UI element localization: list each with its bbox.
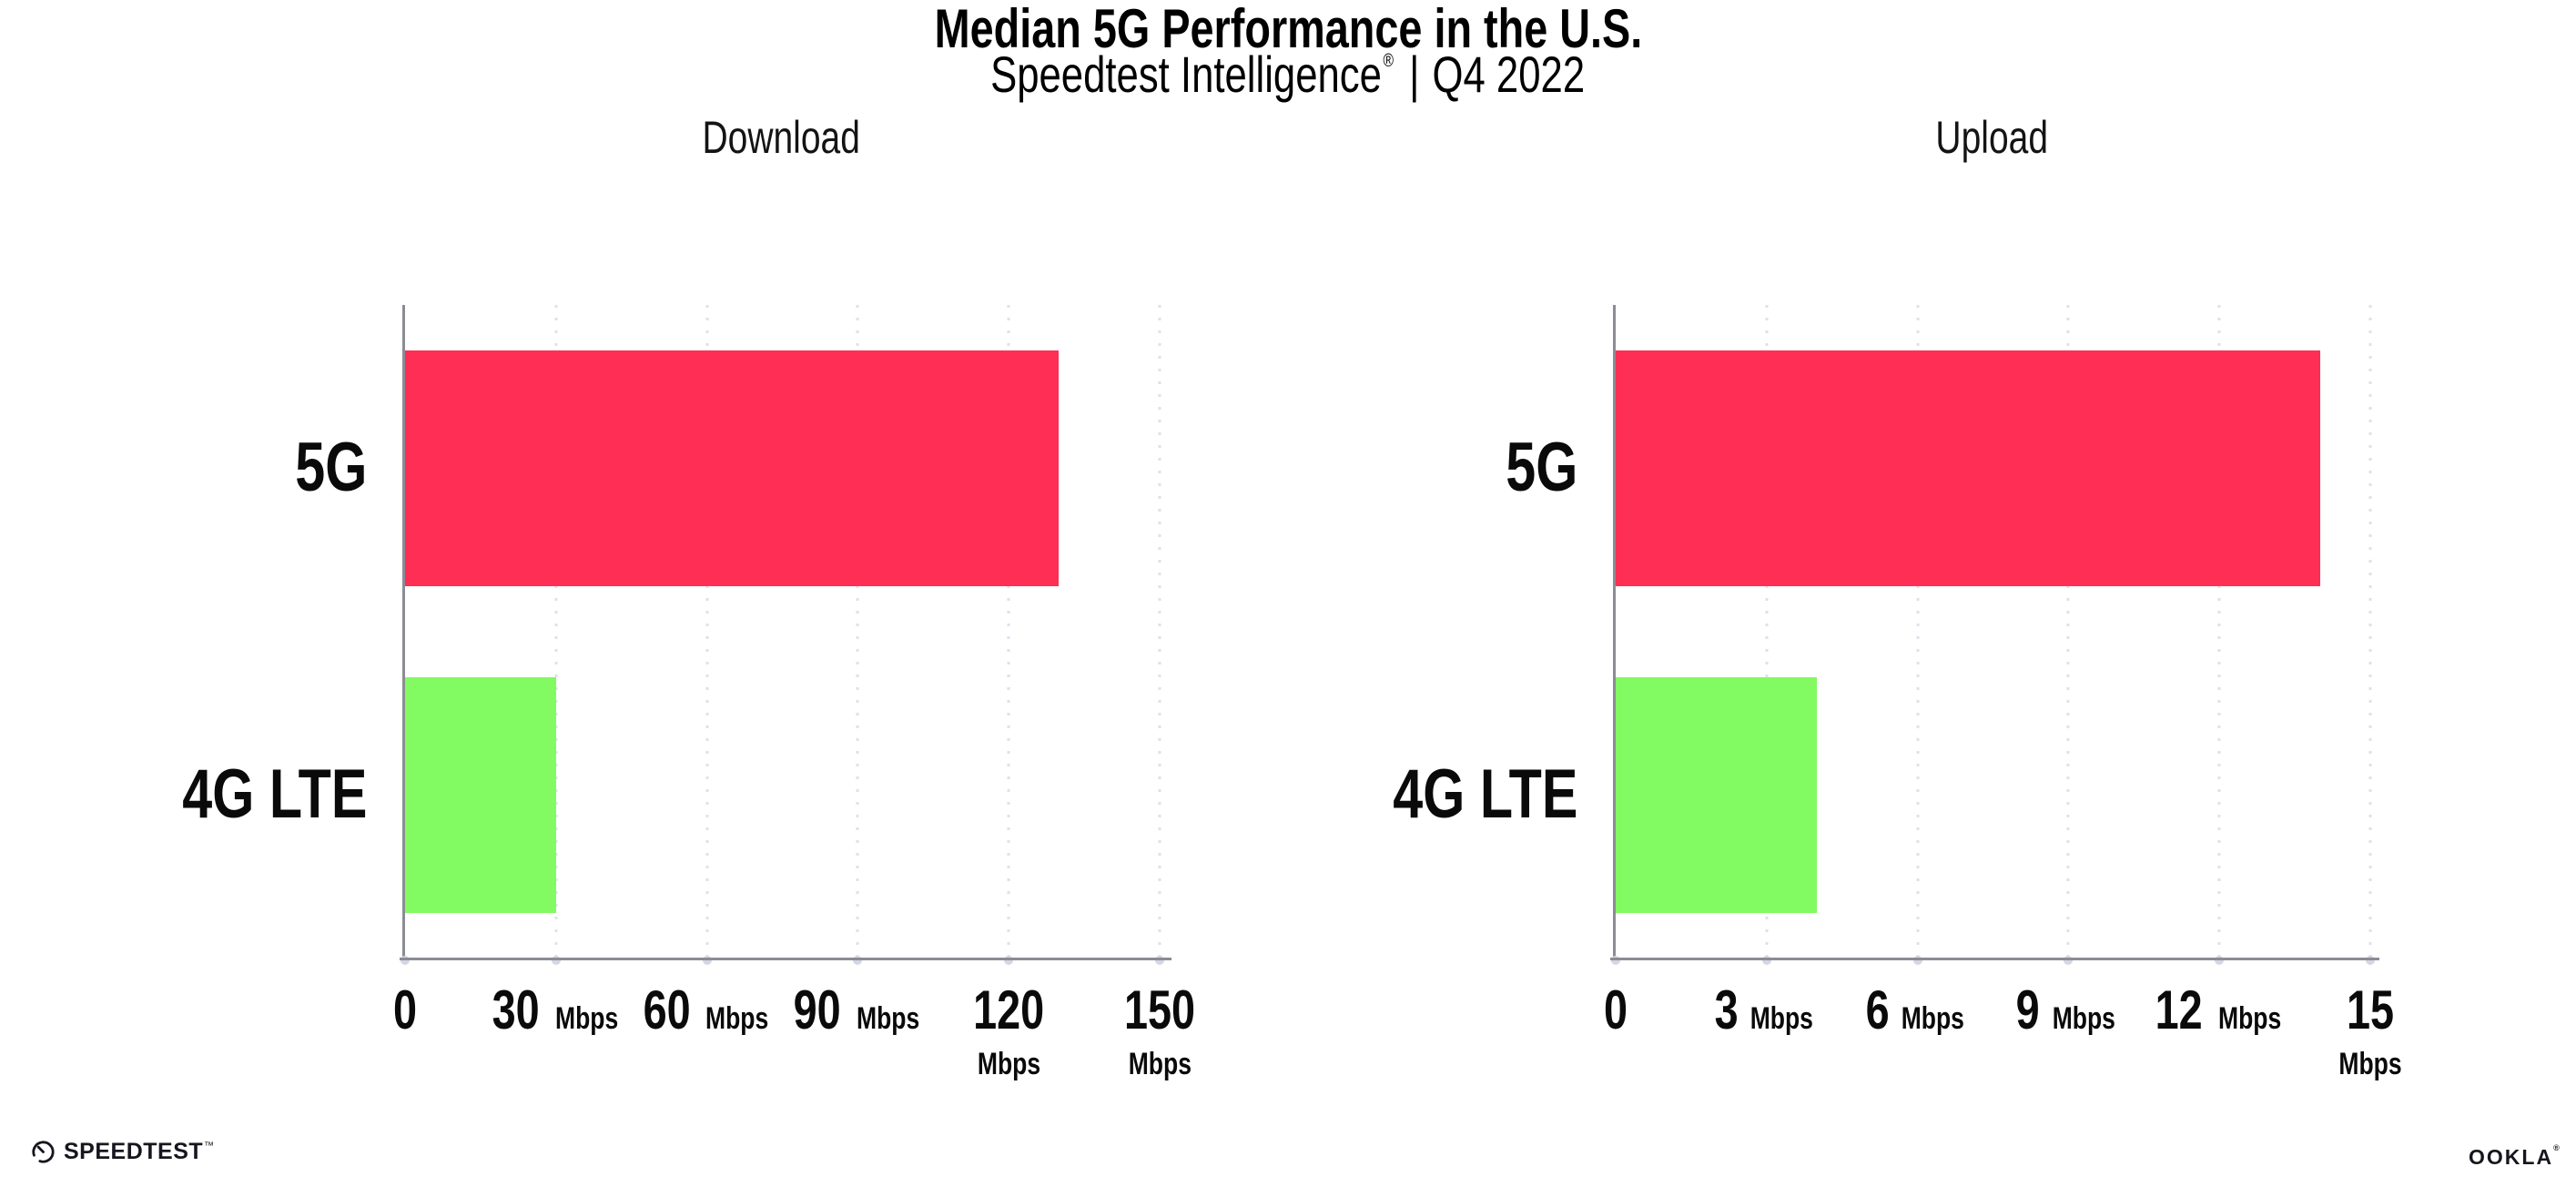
tick-label: 60 Mbps bbox=[636, 983, 778, 1038]
tick-label: 0 bbox=[1600, 983, 1630, 1038]
subtitle-brand: Speedtest Intelligence bbox=[990, 46, 1383, 103]
tick-label: 15Mbps bbox=[2330, 983, 2411, 1080]
gridline bbox=[1765, 305, 1769, 958]
chart-title-upload: Upload bbox=[1613, 115, 2370, 160]
tick-value: 0 bbox=[392, 979, 418, 1040]
category-label-4g-lte: 4G LTE bbox=[130, 755, 367, 833]
tick-unit-label: Mbps bbox=[1901, 1001, 1964, 1036]
speedtest-wordmark: SPEEDTEST bbox=[64, 1139, 204, 1164]
ookla-registered-mark: ® bbox=[2553, 1143, 2560, 1152]
plot-area-upload: 0 3 Mbps 6 Mbps 9 Mbps 12 Mbps 15Mbps 5G 4G LTE bbox=[1393, 305, 2402, 1080]
tick-unit-label: Mbps bbox=[857, 1001, 920, 1036]
chart-title-download-text: Download bbox=[702, 112, 860, 163]
axis-dot bbox=[1761, 956, 1771, 965]
subtitle-period: Q4 2022 bbox=[1432, 46, 1586, 103]
tick-unit-label: Mbps bbox=[1128, 1047, 1192, 1081]
category-label-text: 4G LTE bbox=[1392, 755, 1577, 833]
tick-label: 120Mbps bbox=[933, 983, 1084, 1080]
axis-dot bbox=[853, 956, 863, 965]
gridline bbox=[554, 305, 558, 958]
page-title-text: Median 5G Performance in the U.S. bbox=[934, 0, 1642, 59]
axis-dot bbox=[1004, 956, 1014, 965]
registered-mark: ® bbox=[1383, 51, 1394, 71]
bar-5g bbox=[405, 350, 1060, 586]
tick-value: 90 bbox=[793, 979, 842, 1040]
axis-dot bbox=[2366, 956, 2375, 965]
axis-dot bbox=[702, 956, 712, 965]
tick-value: 0 bbox=[1603, 979, 1628, 1040]
category-label-5g: 5G bbox=[275, 433, 367, 502]
gridline bbox=[2066, 305, 2070, 958]
axis-dot bbox=[2215, 956, 2225, 965]
tick-label: 12 Mbps bbox=[2148, 983, 2290, 1038]
tick-unit-label: Mbps bbox=[2217, 1001, 2282, 1036]
page-subtitle: Speedtest Intelligence® | Q4 2022 bbox=[0, 49, 2576, 100]
page-title: Median 5G Performance in the U.S. bbox=[0, 2, 2576, 56]
tick-value: 120 bbox=[973, 979, 1045, 1040]
tick-label: 90 Mbps bbox=[787, 983, 929, 1038]
tick-label: 150Mbps bbox=[1114, 983, 1205, 1080]
axis-dot bbox=[401, 956, 410, 965]
tick-unit-label: Mbps bbox=[705, 1001, 769, 1036]
speedtest-logo: SPEEDTEST ™ bbox=[31, 1140, 214, 1164]
tick-value: 12 bbox=[2155, 979, 2203, 1040]
x-axis-line-upload bbox=[1610, 958, 2379, 960]
tick-value: 9 bbox=[2015, 979, 2041, 1040]
ookla-logo: OOKLA ® bbox=[2469, 1143, 2560, 1169]
tick-value: 3 bbox=[1714, 979, 1739, 1040]
axis-dot bbox=[1611, 956, 1620, 965]
category-label-4g-lte: 4G LTE bbox=[1341, 755, 1577, 833]
bar-4g-lte bbox=[405, 676, 556, 913]
bar-5g bbox=[1616, 350, 2320, 586]
tick-label: 30 Mbps bbox=[485, 983, 627, 1038]
trademark-mark: ™ bbox=[204, 1141, 215, 1151]
tick-value: 30 bbox=[492, 979, 540, 1040]
subtitle-divider: | bbox=[1409, 46, 1420, 103]
gridline bbox=[1007, 305, 1010, 958]
category-label-text: 5G bbox=[1505, 429, 1577, 507]
category-label-5g: 5G bbox=[1486, 433, 1577, 502]
tick-value: 60 bbox=[643, 979, 691, 1040]
page-subtitle-text: Speedtest Intelligence® | Q4 2022 bbox=[990, 49, 1585, 100]
tick-value: 15 bbox=[2346, 979, 2395, 1040]
chart-title-download: Download bbox=[402, 115, 1160, 160]
axis-dot bbox=[1912, 956, 1922, 965]
speedtest-gauge-icon bbox=[32, 1141, 55, 1163]
gridline bbox=[1916, 305, 1920, 958]
gridline bbox=[1158, 305, 1161, 958]
category-label-text: 5G bbox=[294, 429, 367, 507]
tick-label: 6 Mbps bbox=[1862, 983, 1973, 1038]
gridline bbox=[705, 305, 709, 958]
gridline bbox=[2368, 305, 2372, 958]
ookla-wordmark: OOKLA bbox=[2469, 1145, 2554, 1169]
tick-label: 3 Mbps bbox=[1711, 983, 1822, 1038]
tick-unit-label: Mbps bbox=[554, 1001, 618, 1036]
tick-label: 0 bbox=[390, 983, 420, 1038]
bar-4g-lte bbox=[1616, 676, 1818, 913]
plot-area-download: 0 30 Mbps 60 Mbps 90 Mbps 120Mbps 150Mbps 5G 4G LT… bbox=[182, 305, 1195, 1080]
axis-dot bbox=[551, 956, 561, 965]
tick-unit-label: Mbps bbox=[2052, 1001, 2115, 1036]
tick-unit-label: Mbps bbox=[2338, 1047, 2402, 1081]
tick-value: 150 bbox=[1123, 979, 1196, 1040]
gridline bbox=[2217, 305, 2221, 958]
chart-title-upload-text: Upload bbox=[1935, 112, 2048, 163]
gridline bbox=[856, 305, 859, 958]
tick-unit-label: Mbps bbox=[1749, 1001, 1814, 1036]
tick-label: 9 Mbps bbox=[2013, 983, 2124, 1038]
tick-unit-label: Mbps bbox=[977, 1047, 1040, 1081]
axis-dot bbox=[1155, 956, 1164, 965]
tick-value: 6 bbox=[1865, 979, 1890, 1040]
axis-dot bbox=[2064, 956, 2074, 965]
category-label-text: 4G LTE bbox=[181, 755, 367, 833]
x-axis-line-download bbox=[400, 958, 1171, 960]
